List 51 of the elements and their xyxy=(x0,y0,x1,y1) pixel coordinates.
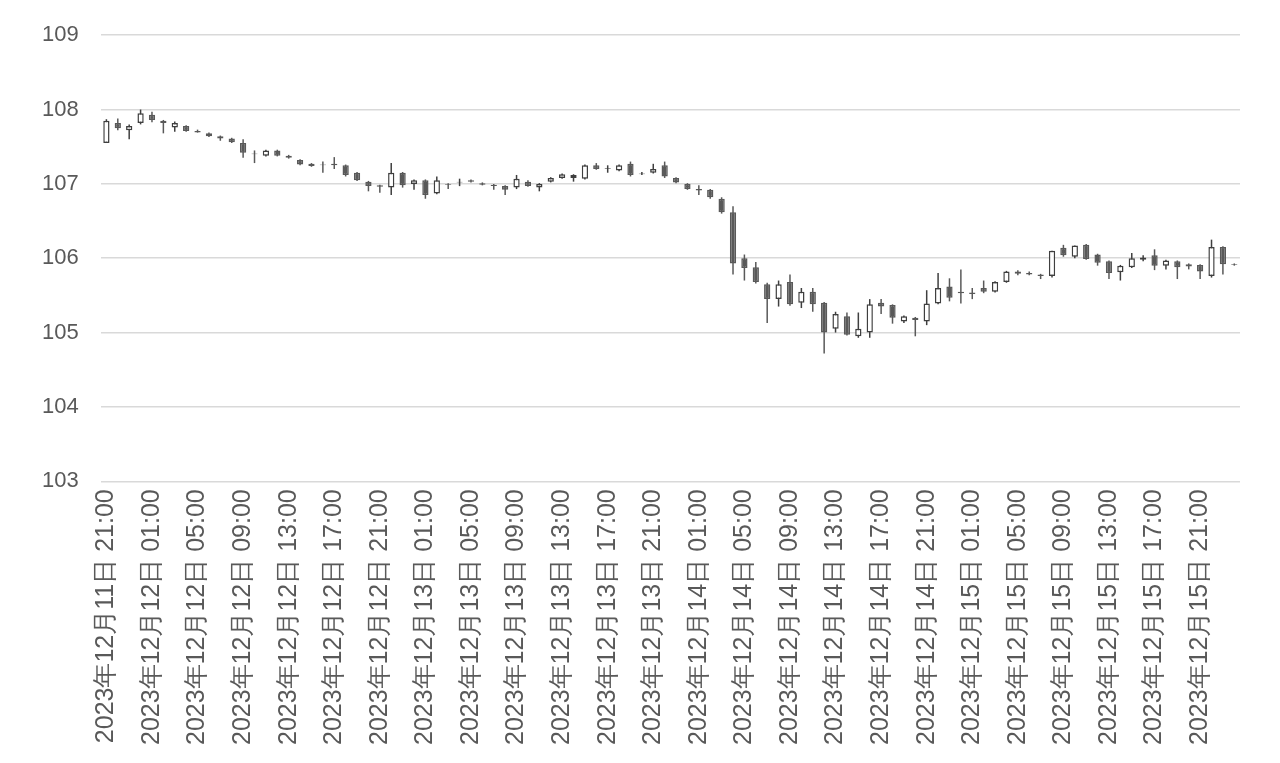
candlestick xyxy=(923,289,930,326)
x-tick-label: 2023年12月15日 17:00 xyxy=(1138,489,1167,746)
x-tick-label: 2023年12月12日 21:00 xyxy=(363,489,392,746)
candlestick xyxy=(1219,245,1227,276)
candlestick xyxy=(126,123,133,141)
candlestick xyxy=(422,178,429,200)
x-tick-label: 2023年12月12日 17:00 xyxy=(318,489,347,746)
x-tick-label: 2023年12月13日 21:00 xyxy=(637,489,666,746)
y-tick-label: 109 xyxy=(41,21,79,47)
candlestick xyxy=(752,261,759,285)
candlestick xyxy=(1048,250,1056,279)
x-tick-label: 2023年12月14日 05:00 xyxy=(728,489,757,746)
x-tick-label: 2023年12月13日 09:00 xyxy=(500,489,529,746)
x-tick-label: 2023年12月14日 17:00 xyxy=(865,489,894,746)
candlestick xyxy=(855,311,862,339)
x-tick-label: 2023年12月15日 05:00 xyxy=(1001,489,1030,746)
y-tick-label: 108 xyxy=(41,95,79,121)
y-tick-label: 107 xyxy=(41,169,79,195)
x-tick-label: 2023年12月13日 13:00 xyxy=(546,489,575,746)
candlestick xyxy=(832,311,839,334)
x-tick-label: 2023年12月12日 09:00 xyxy=(227,489,256,746)
candlestick xyxy=(877,298,885,315)
x-tick-label: 2023年12月15日 13:00 xyxy=(1092,489,1121,746)
x-tick-label: 2023年12月12日 13:00 xyxy=(272,489,301,746)
x-tick-label: 2023年12月13日 05:00 xyxy=(454,489,483,746)
x-tick-label: 2023年12月15日 21:00 xyxy=(1184,489,1213,746)
candlestick xyxy=(843,311,851,337)
candlestick xyxy=(388,162,395,196)
x-tick-label: 2023年12月12日 01:00 xyxy=(135,489,164,746)
candlestick xyxy=(1174,259,1181,280)
y-tick-label: 105 xyxy=(41,318,79,344)
candlestick xyxy=(1105,259,1113,280)
x-tick-label: 2023年12月14日 09:00 xyxy=(773,489,802,746)
x-tick-label: 2023年12月13日 01:00 xyxy=(409,489,438,746)
candlestick xyxy=(239,138,247,159)
x-tick-label: 2023年12月14日 13:00 xyxy=(819,489,848,746)
x-tick-label: 2023年12月15日 09:00 xyxy=(1047,489,1076,746)
candlestick xyxy=(786,273,794,307)
candlestick xyxy=(764,282,771,324)
y-tick-label: 106 xyxy=(41,244,79,270)
x-tick-label: 2023年12月12日 05:00 xyxy=(181,489,210,746)
x-tick-label: 2023年12月14日 01:00 xyxy=(682,489,711,746)
y-tick-label: 103 xyxy=(41,467,79,493)
x-tick-label: 2023年12月14日 21:00 xyxy=(910,489,939,746)
candlestick xyxy=(934,272,942,306)
x-tick-label: 2023年12月13日 17:00 xyxy=(591,489,620,746)
candlestick xyxy=(775,279,782,308)
y-tick-label: 104 xyxy=(41,392,79,418)
x-tick-label: 2023年12月11日 21:00 xyxy=(90,489,119,744)
x-tick-label: 2023年12月15日 01:00 xyxy=(956,489,985,746)
candlestick xyxy=(809,287,816,313)
